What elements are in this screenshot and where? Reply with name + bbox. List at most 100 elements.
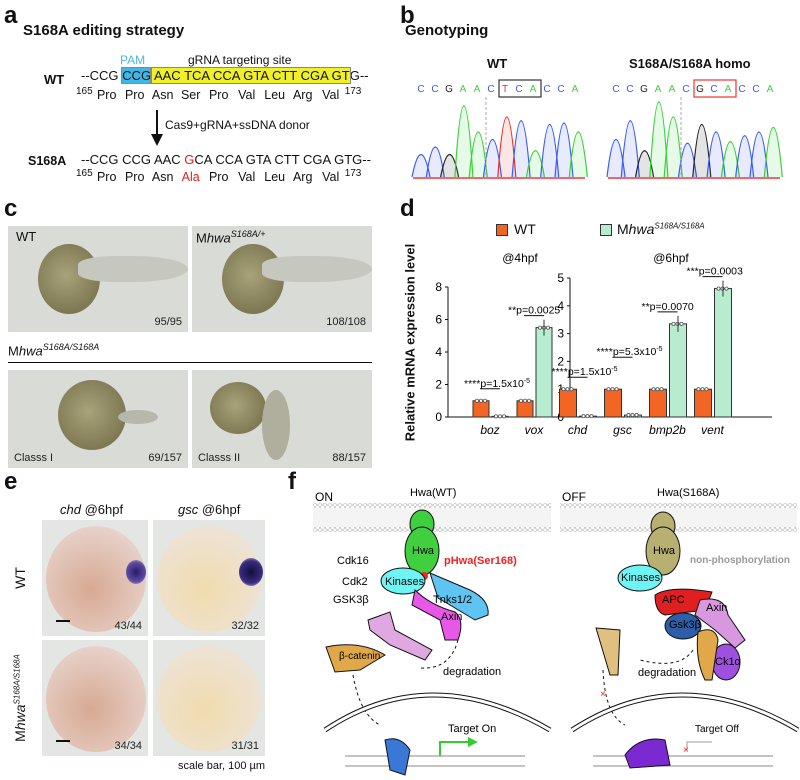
class1-count: 69/157 [148, 452, 182, 464]
data-point [704, 387, 709, 392]
data-point [561, 387, 566, 392]
legend-swatch-wt [496, 224, 508, 236]
bar-charts: @4hpf 0 2 4 6 8 boz ****p=1.5x10-5 vox **p=0.0025… [435, 251, 772, 437]
data-point [498, 414, 503, 419]
base-call: A [572, 84, 579, 95]
base-call: A [767, 84, 774, 95]
base-call: C [738, 84, 745, 95]
amino-acid: Val [322, 170, 340, 185]
gsk3b-off-label: Gsk3β [669, 619, 701, 631]
aa-start: 165 [76, 86, 93, 97]
hwa-label-on: Hwa [412, 545, 435, 557]
trace-peak [635, 150, 655, 178]
class1-label: Classs I [14, 452, 54, 464]
mut-seq-pre: --CCG CCG AAC [81, 152, 185, 167]
cdk2-label: Cdk2 [342, 576, 368, 588]
ish-chd-wt: 43/44 [42, 520, 148, 636]
trace-peak [454, 105, 474, 178]
y-tick-label: 3 [557, 327, 564, 341]
class2-count: 88/157 [332, 452, 366, 464]
data-point [585, 414, 590, 419]
data-point [626, 413, 631, 418]
amino-acid: Pro [208, 88, 229, 103]
trace-peak [763, 126, 783, 178]
target-off-label: Target Off [695, 724, 739, 735]
panel-label-e: e [4, 468, 18, 495]
target-off-arrow [686, 741, 712, 750]
ish-gsc-wt: 32/32 [153, 520, 265, 636]
wt-sequence: --CCG CCG AAC TCA CCA GTA CTT CGA GTG-- [81, 67, 369, 85]
degraded-bcatenin-off [595, 627, 621, 676]
amino-acid: Pro [124, 170, 145, 185]
base-call: A [669, 84, 676, 95]
col1-header: chd @6hpf [60, 502, 124, 517]
axin-off [694, 598, 746, 649]
count: 43/44 [114, 620, 142, 632]
grna-label: gRNA targeting site [188, 53, 292, 67]
grna-sequence: AAC TCA CCA GTA CTT CGA GT [150, 67, 351, 84]
y-tick-label: 5 [557, 271, 564, 285]
kinases-label-off: Kinases [621, 572, 661, 584]
data-point [614, 387, 619, 392]
data-point [502, 414, 507, 419]
legend-swatch-mutant [600, 224, 612, 236]
col2-header: gsc @6hpf [178, 502, 241, 517]
base-call: A [530, 84, 537, 95]
x-tick-label: chd [568, 423, 588, 437]
trace-peak [568, 131, 588, 178]
codon-box [693, 79, 737, 98]
amino-acid: Leu [264, 88, 286, 103]
gsk3b-off [664, 612, 702, 640]
kinases-off [617, 564, 663, 592]
base-call: G [445, 84, 453, 95]
class2-label: Classs II [198, 452, 241, 464]
mut-sequence: --CCG CCG AAC GCA CCA GTA CTT CGA GTG-- [81, 152, 371, 167]
chart-title: @4hpf [502, 251, 538, 265]
pam-label: PAM [120, 53, 146, 67]
data-point [589, 414, 594, 419]
codon-box [498, 79, 542, 98]
y-tick-label: 8 [435, 280, 442, 294]
trace-peak [482, 139, 503, 178]
x-tick-label: gsc [613, 423, 632, 437]
dna-off [593, 755, 773, 767]
data-point [581, 414, 586, 419]
bcatenin-on [325, 644, 386, 673]
scale-bar-label: scale bar, 100 µm [178, 760, 266, 772]
hwa-wt-label: Hwa(WT) [410, 487, 456, 499]
x-tick-label: vox [525, 423, 545, 437]
gsk3b-label: GSK3β [333, 594, 369, 606]
scale-bar [56, 620, 70, 622]
data-point [696, 387, 701, 392]
blocked-entry-arrow [602, 669, 626, 726]
tcf-on [384, 738, 411, 776]
base-call: A [725, 84, 732, 95]
trace-peak [411, 154, 431, 178]
hwa-mut-protein [645, 526, 681, 576]
legend-label-mutant: MhwaS168A/S168A [617, 221, 705, 237]
nonphos-label: non-phosphorylation [690, 555, 790, 566]
data-point [479, 398, 484, 403]
y-tick-label: 6 [435, 313, 442, 327]
panel-label-d: d [400, 195, 415, 222]
base-call: A [460, 84, 467, 95]
trace-peak [468, 131, 488, 178]
data-point [494, 414, 499, 419]
kinases-on [380, 567, 426, 595]
data-point [606, 387, 611, 392]
aa-end: 173 [344, 168, 362, 179]
nuclear-entry-arrow [352, 674, 381, 726]
chart-0: @4hpf 0 2 4 6 8 boz ****p=1.5x10-5 vox **p=0.0025 [435, 251, 592, 437]
amino-acid: Leu [264, 170, 286, 185]
on-label: ON [315, 490, 333, 504]
panel-label-b: b [400, 2, 415, 29]
trace-peak [706, 131, 726, 178]
amino-acid: Arg [292, 170, 313, 185]
data-point [724, 286, 729, 291]
mut-seq-post: CA CCA GTA CTT CGA GTG-- [194, 152, 371, 167]
aa-start: 165 [76, 168, 93, 179]
base-call: A [655, 84, 662, 95]
amino-acid: Asn [151, 170, 174, 185]
base-call: C [612, 84, 619, 95]
cdk16-label: Cdk16 [337, 555, 369, 567]
